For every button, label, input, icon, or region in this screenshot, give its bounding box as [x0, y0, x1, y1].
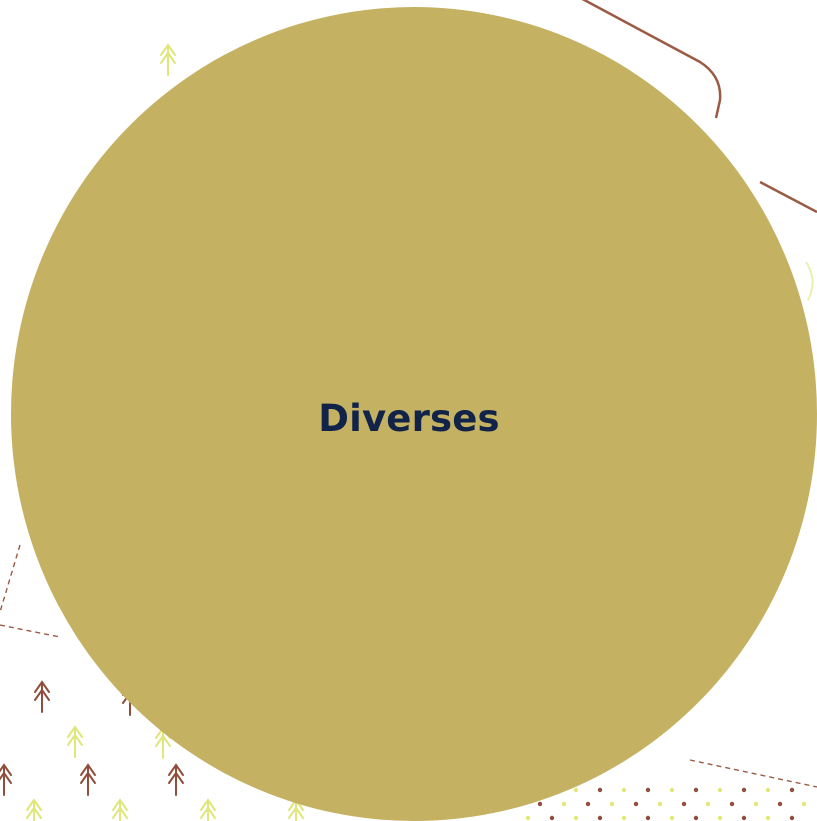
dot-icon: [645, 787, 651, 793]
dot-icon: [741, 787, 747, 793]
dot-icon: [669, 787, 675, 793]
dot-icon: [789, 815, 795, 821]
upward-tree-arrow-icon: [112, 798, 128, 821]
dashed-line-left: [0, 624, 61, 638]
upward-tree-arrow-icon: [26, 798, 42, 821]
yellow-arc: [805, 261, 814, 301]
dot-icon: [645, 815, 651, 821]
dot-icon: [681, 801, 687, 807]
dot-icon: [777, 801, 783, 807]
brown-outline-lower: [759, 180, 817, 214]
upward-tree-arrow-icon: [160, 43, 176, 76]
dot-icon: [621, 815, 627, 821]
dot-icon: [789, 787, 795, 793]
dot-icon: [717, 787, 723, 793]
upward-tree-arrow-icon: [80, 763, 96, 796]
circle-label: Diverses: [318, 396, 500, 440]
upward-tree-arrow-icon: [67, 725, 83, 758]
dot-icon: [573, 815, 579, 821]
dot-icon: [741, 815, 747, 821]
dot-icon: [537, 801, 543, 807]
dot-icon: [705, 801, 711, 807]
dot-icon: [717, 815, 723, 821]
dot-icon: [753, 801, 759, 807]
dot-icon: [801, 801, 807, 807]
dot-icon: [669, 815, 675, 821]
dashed-line-left-vertical: [0, 544, 21, 613]
dot-icon: [597, 815, 603, 821]
dot-icon: [729, 801, 735, 807]
dot-icon: [633, 801, 639, 807]
dashed-line-bottom-right: [689, 759, 817, 788]
dot-icon: [561, 801, 567, 807]
dot-icon: [573, 787, 579, 793]
brown-rounded-outline: [581, 0, 722, 119]
dot-icon: [621, 787, 627, 793]
upward-tree-arrow-icon: [168, 763, 184, 796]
dot-icon: [765, 815, 771, 821]
dot-icon: [597, 787, 603, 793]
dot-icon: [609, 801, 615, 807]
dot-icon: [585, 801, 591, 807]
category-circle[interactable]: Diverses: [11, 7, 817, 821]
upward-tree-arrow-icon: [0, 763, 12, 796]
upward-tree-arrow-icon: [200, 798, 216, 821]
dot-icon: [549, 815, 555, 821]
dot-icon: [657, 801, 663, 807]
upward-tree-arrow-icon: [34, 680, 50, 713]
dot-icon: [525, 815, 531, 821]
dot-field: [525, 787, 807, 821]
dot-icon: [693, 787, 699, 793]
dot-icon: [765, 787, 771, 793]
dot-icon: [693, 815, 699, 821]
